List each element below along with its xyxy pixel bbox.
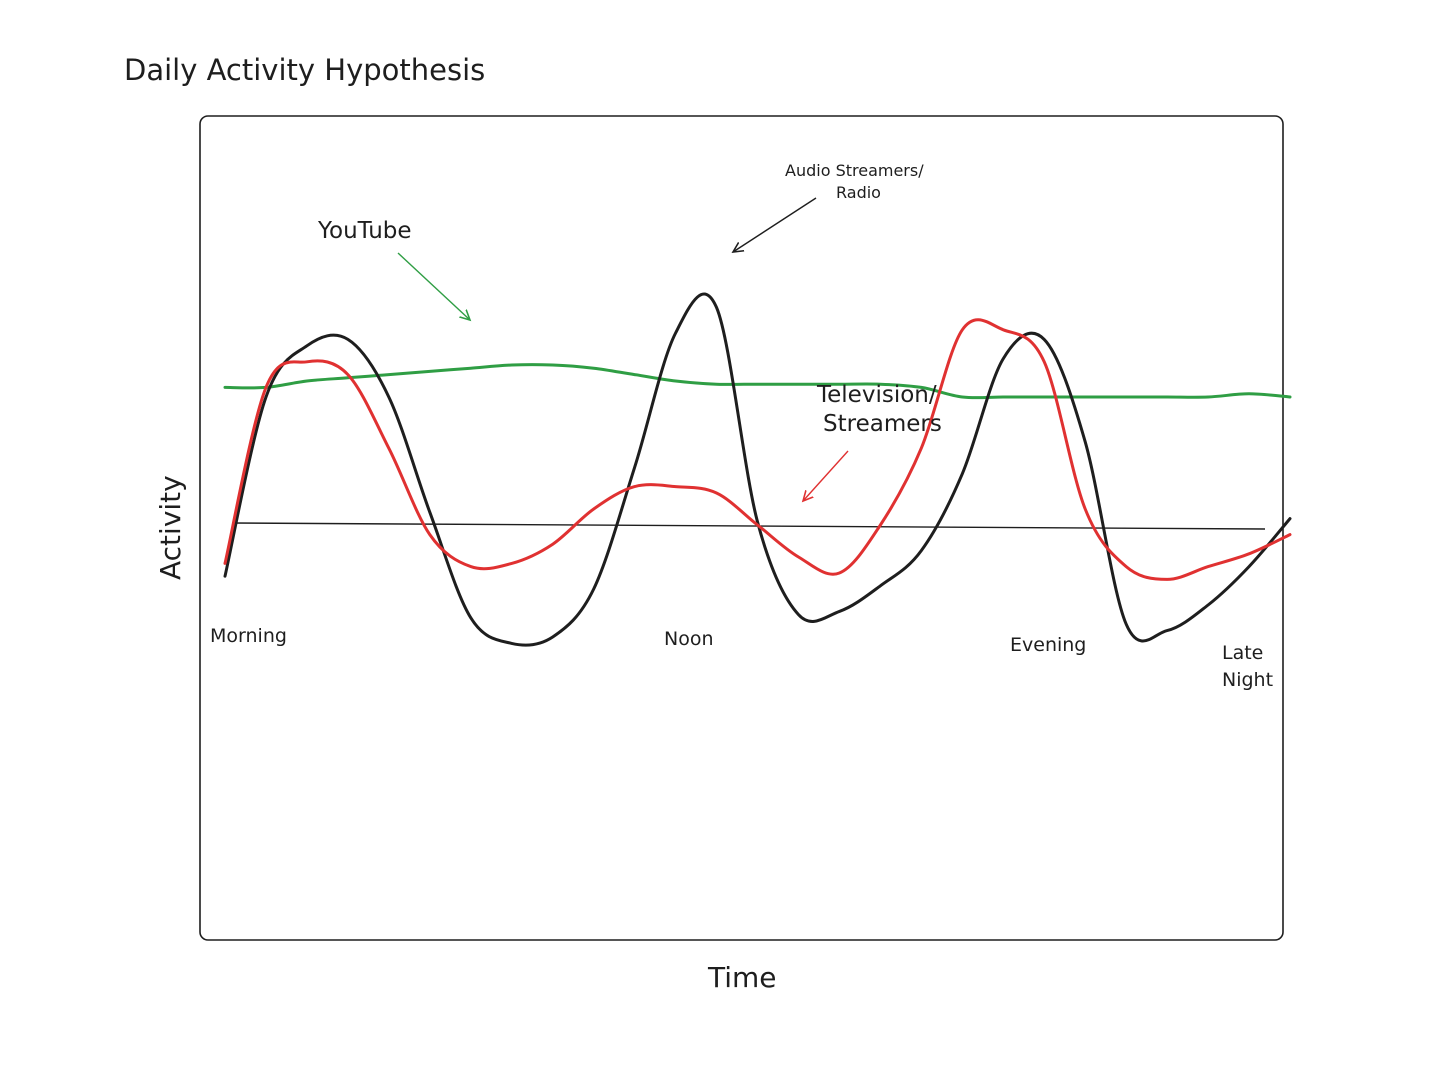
series-line-audio-streamers-radio	[223, 292, 1292, 647]
youtube-label: YouTube	[317, 218, 412, 244]
series-layer	[223, 292, 1292, 647]
audio-arrow	[733, 197, 817, 252]
audio-label-line2: Radio	[836, 183, 881, 202]
baseline	[231, 522, 1266, 530]
x-tick-label-morning: Morning	[210, 625, 287, 647]
television-label-line2: Streamers	[823, 411, 942, 437]
x-axis-label: Time	[707, 961, 777, 994]
television-label-line1: Television/	[816, 382, 937, 408]
series-line-television-streamers	[223, 318, 1292, 581]
youtube-arrow	[397, 252, 470, 320]
audio-label-line1: Audio Streamers/	[785, 161, 924, 180]
series-line-youtube	[223, 363, 1292, 400]
television-arrow	[803, 450, 849, 501]
x-tick-label-noon: Noon	[664, 628, 714, 650]
chart-title: Daily Activity Hypothesis	[124, 53, 485, 87]
x-tick-label-evening: Evening	[1010, 634, 1086, 656]
x-tick-label-late-night: Late Night	[1222, 642, 1273, 691]
y-axis-label: Activity	[154, 475, 187, 580]
